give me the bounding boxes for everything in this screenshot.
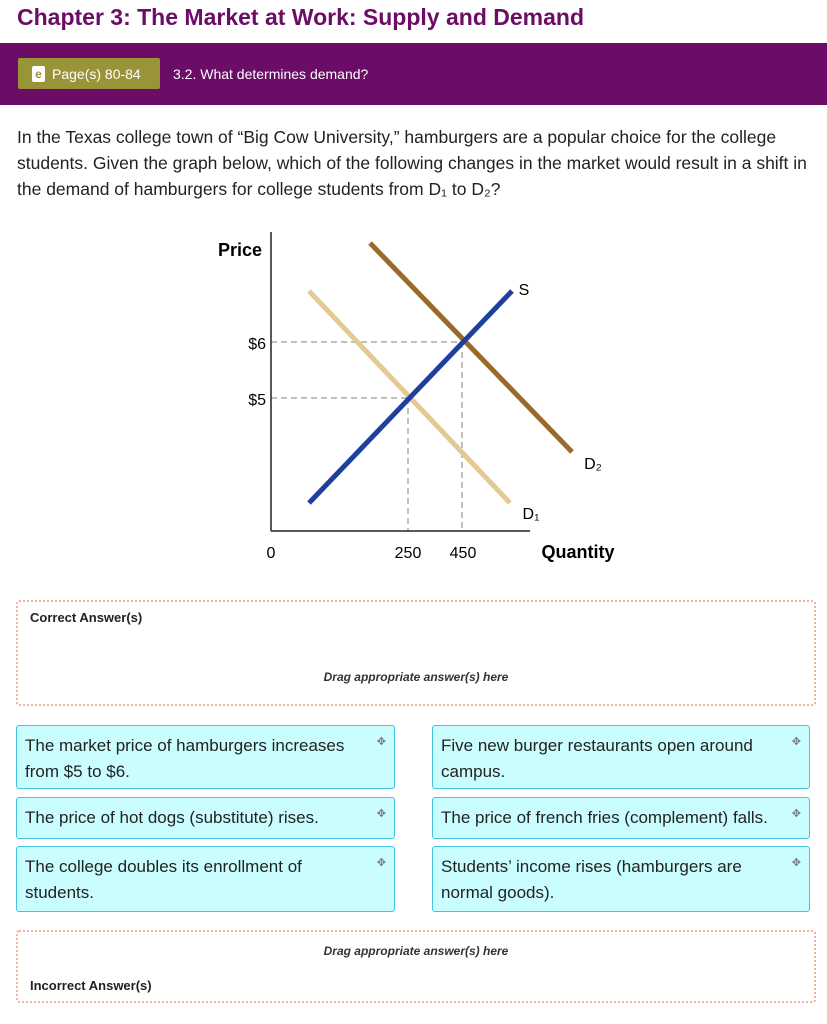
header-bar: e Page(s) 80-84 3.2. What determines dema… — [0, 43, 827, 105]
price-tick-5: $5 — [248, 392, 266, 409]
answer-text: The college doubles its enrollment of st… — [25, 857, 302, 902]
supply-curve — [307, 289, 514, 505]
origin-label: 0 — [267, 545, 276, 562]
answer-text: The price of hot dogs (substitute) rises… — [25, 808, 319, 827]
incorrect-answers-dropzone[interactable]: Drag appropriate answer(s) here Incorrec… — [16, 930, 816, 1003]
incorrect-zone-hint: Drag appropriate answer(s) here — [323, 944, 509, 958]
incorrect-zone-label: Incorrect Answer(s) — [30, 978, 152, 993]
move-icon: ✥ — [791, 808, 801, 820]
qty-tick-250: 250 — [395, 545, 422, 562]
d1-label: D₁ — [523, 506, 540, 523]
answer-card[interactable]: Students’ income rises (hamburgers are n… — [432, 846, 810, 912]
correct-answers-dropzone[interactable]: Correct Answer(s) Drag appropriate answe… — [16, 600, 816, 706]
correct-zone-hint: Drag appropriate answer(s) here — [323, 670, 509, 684]
pages-label: Page(s) 80-84 — [52, 65, 141, 82]
d2-curve — [368, 241, 574, 454]
x-axis-label: Quantity — [541, 542, 614, 562]
move-icon: ✥ — [376, 808, 386, 820]
answer-card[interactable]: Five new burger restaurants open around … — [432, 725, 810, 789]
answer-card[interactable]: The price of french fries (complement) f… — [432, 797, 810, 839]
move-icon: ✥ — [791, 736, 801, 748]
correct-zone-label: Correct Answer(s) — [30, 610, 143, 625]
answer-text: The price of french fries (complement) f… — [441, 808, 768, 827]
answer-card[interactable]: The college doubles its enrollment of st… — [16, 846, 395, 912]
answer-card[interactable]: The price of hot dogs (substitute) rises… — [16, 797, 395, 839]
supply-label: S — [519, 282, 530, 299]
pages-button[interactable]: e Page(s) 80-84 — [18, 58, 160, 89]
answer-text: The market price of hamburgers increases… — [25, 736, 345, 781]
move-icon: ✥ — [376, 736, 386, 748]
answer-text: Students’ income rises (hamburgers are n… — [441, 857, 742, 902]
answer-card[interactable]: The market price of hamburgers increases… — [16, 725, 395, 789]
section-title: 3.2. What determines demand? — [173, 66, 369, 82]
move-icon: ✥ — [791, 857, 801, 869]
chapter-title: Chapter 3: The Market at Work: Supply an… — [17, 4, 585, 30]
price-tick-6: $6 — [248, 336, 266, 353]
d2-label: D₂ — [584, 456, 602, 473]
qty-tick-450: 450 — [450, 545, 477, 562]
answer-text: Five new burger restaurants open around … — [441, 736, 753, 781]
ebook-icon: e — [32, 65, 45, 82]
supply-demand-graph: Price Quantity $6 $5 0 250 450 S D₂ D₁ — [218, 232, 615, 562]
move-icon: ✥ — [376, 857, 386, 869]
question-text: In the Texas college town of “Big Cow Un… — [17, 127, 807, 199]
y-axis-label: Price — [218, 240, 262, 260]
